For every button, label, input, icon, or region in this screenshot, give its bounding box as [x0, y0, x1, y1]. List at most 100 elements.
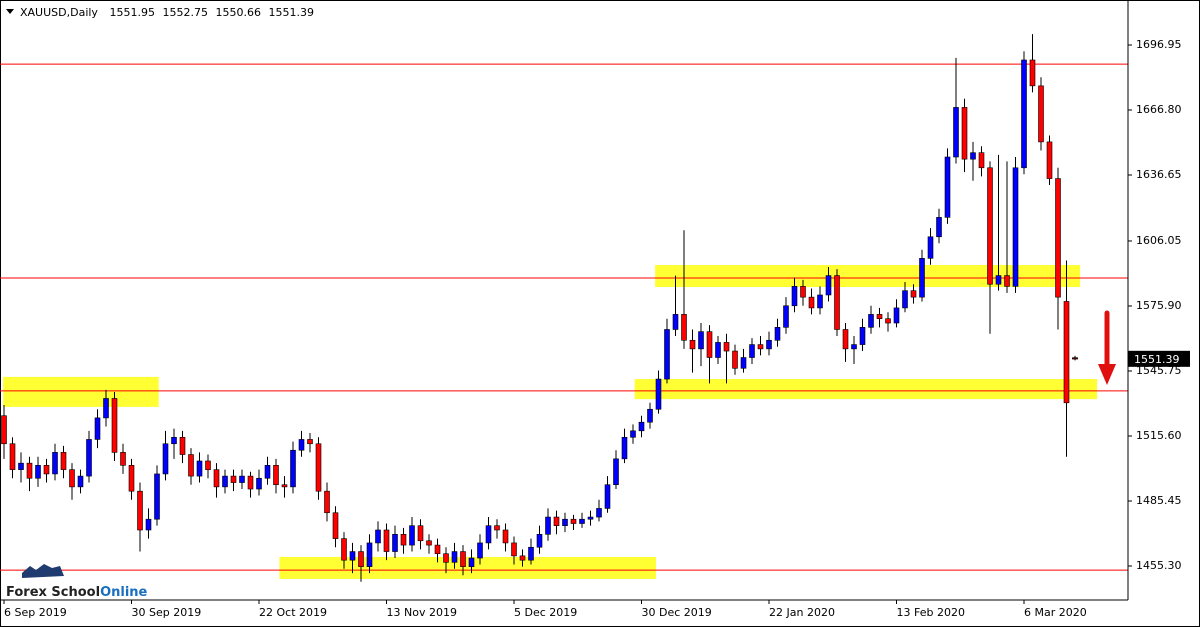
candle-body — [910, 290, 917, 298]
y-tick-label: 1575.90 — [1136, 299, 1182, 312]
candle-body — [740, 357, 747, 369]
candle-body — [545, 516, 551, 535]
candle-body — [375, 529, 381, 544]
candle-body — [664, 329, 670, 380]
candle-body — [154, 473, 160, 520]
candle-body — [103, 398, 109, 419]
candle-body — [137, 490, 143, 531]
candle-body — [995, 275, 1002, 285]
candle-body — [647, 408, 653, 423]
candles — [1, 34, 1078, 582]
candle-body — [553, 516, 560, 526]
candle-body — [681, 314, 687, 341]
symbol: XAUUSD,Daily — [20, 6, 98, 19]
logo-icon — [22, 564, 64, 578]
candle-body — [1, 415, 7, 445]
candle-body — [273, 465, 279, 486]
candle-body — [400, 534, 407, 546]
candle-body — [689, 339, 696, 350]
candle-body — [205, 460, 211, 470]
watermark: Forex SchoolOnline — [6, 564, 148, 600]
candle-body — [494, 525, 500, 531]
x-tick-label: 30 Sep 2019 — [132, 606, 202, 619]
candle-body — [1063, 301, 1070, 404]
candle-body — [77, 475, 84, 488]
candle-body — [451, 551, 458, 563]
candle-body — [145, 518, 152, 531]
candle-body — [978, 152, 985, 169]
candle-body — [1055, 178, 1061, 298]
candle-body — [511, 542, 517, 557]
candle-body — [698, 331, 704, 350]
candle-body — [604, 484, 611, 509]
zone — [3, 376, 159, 407]
candle-body — [86, 439, 92, 477]
y-tick-label: 1545.75 — [1136, 364, 1182, 377]
candle-body — [443, 553, 449, 563]
candle-body — [128, 465, 135, 492]
watermark-text: Forex SchoolOnline — [6, 585, 148, 600]
candle-body — [715, 342, 721, 358]
watermark-part: Forex School — [6, 585, 100, 600]
candle-body — [281, 484, 288, 488]
zone — [655, 265, 1081, 288]
x-tick-label: 5 Dec 2019 — [514, 606, 577, 619]
x-tick-label: 6 Mar 2020 — [1024, 606, 1087, 619]
candle-body — [256, 477, 262, 490]
price-label: 1551.39 — [1134, 353, 1180, 366]
candle-body — [613, 458, 619, 486]
candle-body — [9, 443, 16, 470]
y-tick-label: 1666.80 — [1136, 103, 1182, 116]
x-tick-label: 22 Jan 2020 — [769, 606, 835, 619]
candle-body — [366, 542, 373, 567]
candle-body — [171, 436, 177, 445]
candle-body — [60, 452, 67, 470]
watermark-part: Online — [100, 585, 147, 600]
candle-body — [766, 339, 772, 350]
candle-body — [596, 508, 602, 518]
candle-body — [358, 551, 364, 567]
candle-body — [111, 398, 118, 453]
x-tick-label: 13 Nov 2019 — [387, 606, 457, 619]
candle-body — [757, 344, 764, 350]
candle-body — [638, 421, 645, 432]
candle-body — [26, 462, 33, 479]
candle-body — [290, 449, 296, 488]
candle-body — [800, 286, 806, 298]
candle-body — [672, 314, 679, 330]
title-marker — [6, 9, 14, 14]
x-tick-label: 22 Oct 2019 — [259, 606, 327, 619]
candle-body — [562, 518, 568, 526]
candle-body — [213, 469, 220, 488]
candle-body — [434, 544, 441, 555]
candle-body — [944, 156, 951, 218]
x-tick-label: 30 Dec 2019 — [642, 606, 712, 619]
candle-body — [749, 344, 755, 358]
candle-body — [349, 551, 356, 561]
candle-body — [1021, 59, 1027, 169]
candle-body — [409, 525, 415, 546]
candle-body — [162, 443, 169, 475]
candle-body — [426, 540, 432, 546]
zone — [634, 379, 1098, 400]
candle-body — [69, 469, 75, 488]
candle-body — [298, 439, 305, 451]
candle-body — [417, 525, 424, 542]
candle-body — [383, 529, 390, 552]
candle-body — [341, 538, 347, 561]
candle-body — [1046, 141, 1053, 179]
candle-body — [307, 439, 313, 445]
candle-body — [35, 465, 41, 479]
candle-body — [774, 327, 781, 341]
candle-body — [94, 417, 101, 440]
axes: 1455.30 1485.45 1515.60 1545.75 1575.90 1606.… — [3, 38, 1190, 619]
y-tick-label: 1485.45 — [1136, 494, 1182, 507]
candle-body — [468, 557, 475, 567]
candle-body — [179, 436, 186, 455]
candle-body — [783, 305, 789, 328]
candle-body — [570, 518, 577, 524]
candle-body — [477, 542, 483, 559]
y-tick-label: 1696.95 — [1136, 38, 1182, 51]
